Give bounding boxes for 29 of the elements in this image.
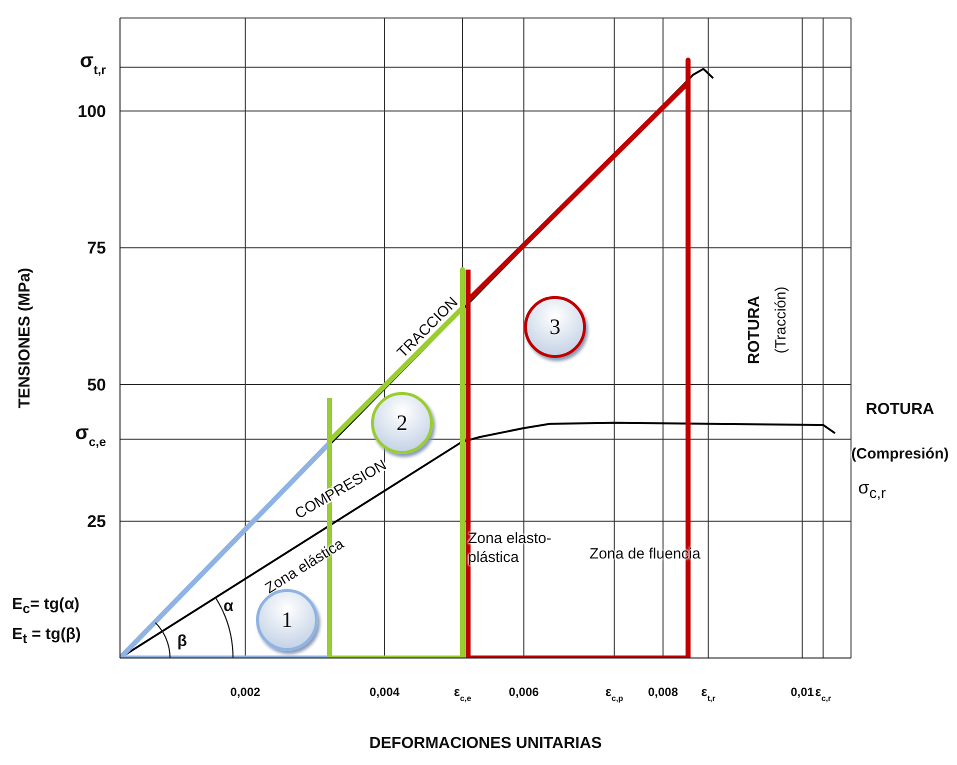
text: ROTURA — [866, 400, 934, 420]
y-tick-label: 50 — [87, 375, 106, 394]
x-tick-label: 0,002 — [230, 685, 261, 699]
text: (Compresión) — [851, 446, 949, 464]
y-tick-label: 75 — [87, 238, 106, 258]
annotation: ROTURA — [745, 296, 764, 364]
text: E$_{c}$= tg(α) — [12, 595, 80, 618]
annotation: 3 — [524, 296, 586, 358]
y-tick-label: 100 — [78, 102, 106, 121]
x-tick-label: ε$_{t,r}$ — [701, 684, 716, 702]
y-tick-label: σ$_{t,r}$ — [80, 50, 106, 78]
x-tick-label: 0,008 — [648, 685, 678, 699]
x-axis-title: DEFORMACIONES UNITARIAS — [369, 735, 602, 752]
annotation: (Tracción) — [772, 286, 791, 354]
x-tick-label: 0,01 — [790, 685, 814, 699]
y-tick-label: σ$_{c,e}$ — [75, 422, 106, 450]
text: E$_{t}$ = tg(β) — [12, 625, 81, 648]
text: σ$_{c,r}$ — [858, 476, 886, 504]
y-axis-title: TENSIONES (MPa) — [16, 268, 34, 408]
annotation: β — [177, 632, 187, 652]
x-tick-label: ε$_{c,p}$ — [605, 684, 624, 702]
annotation: 2 — [371, 392, 433, 454]
y-tick-label: 25 — [87, 512, 106, 532]
annotation: 1 — [282, 607, 292, 632]
annotation: α — [223, 596, 234, 617]
x-tick-label: ε$_{c,e}$ — [454, 684, 472, 702]
x-tick-label: 0,004 — [370, 685, 400, 699]
x-tick-label: ε$_{c,r}$ — [815, 684, 832, 702]
x-tick-label: 0,006 — [508, 685, 540, 699]
